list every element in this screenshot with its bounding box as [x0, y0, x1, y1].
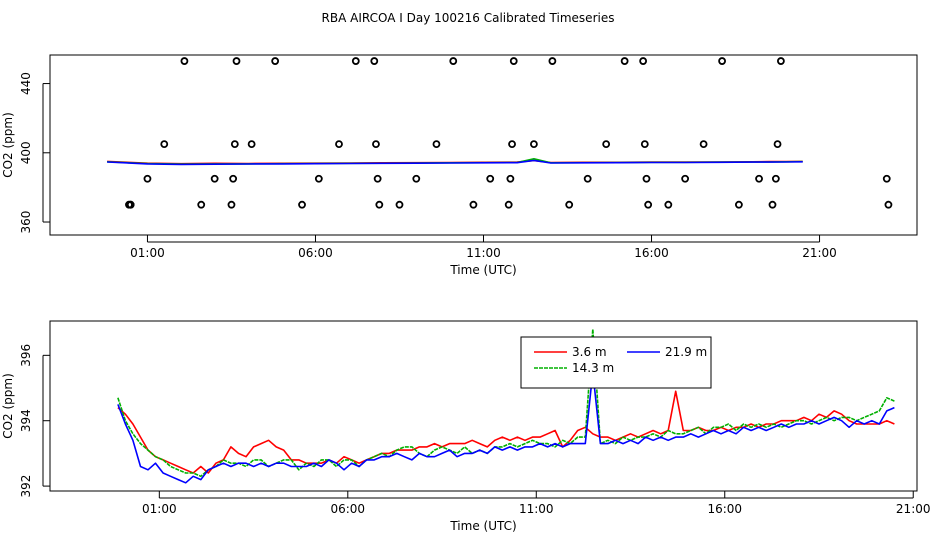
sample-marker	[755, 174, 763, 183]
sample-marker	[620, 57, 629, 65]
sample-marker	[506, 174, 515, 183]
x-tick-label: 01:00	[142, 502, 177, 516]
y-tick-label: 396	[19, 344, 33, 367]
sample-marker	[271, 57, 280, 65]
y-tick-label: 360	[19, 211, 33, 234]
sample-marker	[771, 174, 780, 183]
plot-frame	[49, 320, 918, 492]
series-line-21-9-m	[117, 370, 895, 484]
sample-marker	[699, 140, 708, 149]
sample-marker	[197, 200, 206, 209]
sample-marker	[247, 140, 256, 149]
sample-marker	[640, 140, 649, 149]
x-tick-label: 21:00	[896, 502, 931, 516]
sample-marker	[160, 140, 169, 149]
sample-marker	[565, 200, 574, 209]
sample-marker	[126, 200, 135, 209]
sample-marker	[432, 140, 441, 149]
y-tick-label: 400	[19, 141, 33, 164]
sample-marker	[229, 174, 238, 183]
sample-marker	[681, 174, 690, 183]
sample-marker	[548, 57, 557, 65]
sample-marker	[227, 200, 236, 209]
sample-marker	[230, 140, 239, 149]
sample-marker	[530, 140, 538, 149]
top-panel-co2-all-samples: 01:00 06:00 11:00 16:00 21:00 360 400 440 Time (…	[1, 54, 918, 277]
legend: 3.6 m 21.9 m 14.3 m	[520, 336, 712, 389]
sample-marker	[639, 57, 648, 65]
sample-marker	[143, 174, 152, 183]
plot-area	[117, 328, 895, 484]
x-tick-label: 06:00	[330, 502, 365, 516]
x-tick-label: 16:00	[634, 246, 669, 260]
sample-marker	[644, 200, 653, 209]
x-tick-label: 11:00	[466, 246, 501, 260]
sample-marker	[884, 200, 893, 209]
y-tick-label: 392	[19, 475, 33, 498]
sample-marker	[734, 200, 743, 209]
plot-area	[107, 57, 893, 209]
sample-marker	[298, 200, 306, 209]
y-axis-title: CO2 (ppm)	[1, 373, 15, 439]
legend-label: 21.9 m	[665, 345, 707, 359]
x-tick-label: 21:00	[802, 246, 837, 260]
x-tick-label: 06:00	[298, 246, 333, 260]
bottom-panel-co2-by-height: 01:00 06:00 11:00 16:00 21:00 392 394 396 Time (…	[1, 320, 931, 533]
sample-marker	[882, 174, 891, 183]
sample-marker	[314, 174, 323, 183]
series-line-14-3-m	[117, 328, 895, 478]
legend-box	[520, 336, 712, 389]
sample-marker	[372, 140, 380, 149]
sample-marker	[375, 200, 384, 209]
x-tick-label: 11:00	[519, 502, 554, 516]
sample-marker	[664, 200, 673, 209]
sample-marker	[768, 200, 777, 209]
legend-label: 3.6 m	[572, 345, 607, 359]
sample-marker	[395, 200, 404, 209]
sample-marker	[602, 140, 611, 149]
sample-marker	[508, 140, 516, 149]
sample-marker	[180, 57, 189, 65]
x-axis-title: Time (UTC)	[449, 263, 516, 277]
sample-marker	[210, 174, 219, 183]
sample-marker	[373, 174, 382, 183]
sample-marker	[412, 174, 421, 183]
sample-marker	[642, 174, 651, 183]
x-tick-label: 16:00	[707, 502, 742, 516]
legend-label: 14.3 m	[572, 361, 614, 375]
series-line-3-6-m	[117, 390, 895, 474]
x-axis-title: Time (UTC)	[449, 519, 516, 533]
sample-marker	[370, 57, 379, 65]
sample-marker	[504, 200, 513, 209]
sample-marker	[232, 57, 241, 65]
sample-marker	[486, 174, 495, 183]
sample-marker	[351, 57, 360, 65]
sample-marker	[335, 140, 343, 149]
sample-marker	[718, 57, 726, 65]
series-line-21-9-m	[107, 159, 803, 166]
x-tick-label: 01:00	[130, 246, 165, 260]
sample-marker	[449, 57, 458, 65]
sample-marker	[777, 57, 785, 65]
figure-title: RBA AIRCOA I Day 100216 Calibrated Times…	[322, 11, 615, 25]
y-tick-label: 394	[19, 409, 33, 432]
sample-marker	[773, 140, 782, 149]
y-tick-label: 440	[19, 72, 33, 95]
sample-marker	[509, 57, 518, 65]
y-axis-title: CO2 (ppm)	[1, 112, 15, 178]
plot-frame	[49, 54, 918, 236]
sample-marker	[583, 174, 592, 183]
sample-marker	[469, 200, 478, 209]
